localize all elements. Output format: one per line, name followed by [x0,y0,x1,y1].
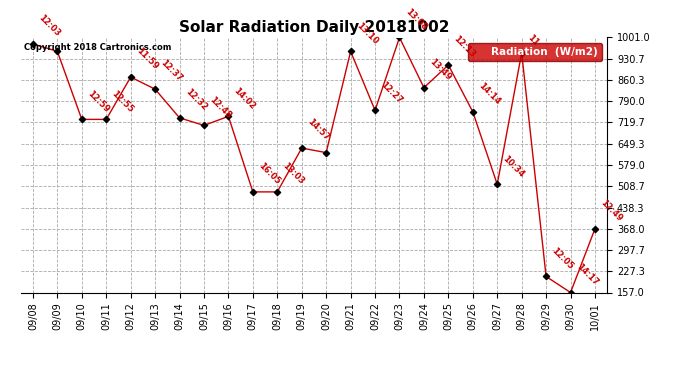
Text: Copyright 2018 Cartronics.com: Copyright 2018 Cartronics.com [23,43,171,52]
Point [247,189,258,195]
Text: 13:49: 13:49 [428,57,453,82]
Point [174,115,185,121]
Point [516,50,527,56]
Text: 14:14: 14:14 [477,81,502,106]
Point [77,116,88,122]
Point [443,62,454,68]
Point [492,182,503,188]
Text: 12:37: 12:37 [159,58,184,84]
Text: 12:03: 12:03 [37,13,62,38]
Point [223,113,234,119]
Text: 12:27: 12:27 [379,80,404,105]
Point [540,273,551,279]
Text: 14:02: 14:02 [232,86,257,111]
Point [52,48,63,54]
Text: 12:55: 12:55 [110,88,135,114]
Point [467,109,478,115]
Point [589,226,600,232]
Text: 12:49: 12:49 [599,198,624,223]
Point [296,145,307,151]
Text: 11:59: 11:59 [135,46,159,72]
Point [418,85,429,91]
Text: 10:34: 10:34 [501,154,526,179]
Title: Solar Radiation Daily 20181002: Solar Radiation Daily 20181002 [179,20,449,35]
Point [321,150,332,156]
Point [370,107,381,113]
Point [272,189,283,195]
Text: 14:57: 14:57 [306,117,331,142]
Text: 13:08: 13:08 [403,7,428,32]
Point [125,74,136,80]
Text: 13:10: 13:10 [354,21,380,46]
Text: 13:03: 13:03 [281,161,306,186]
Text: 12:32: 12:32 [184,87,208,112]
Text: 12:48: 12:48 [208,95,233,120]
Point [199,122,210,128]
Legend: Radiation  (W/m2): Radiation (W/m2) [468,43,602,61]
Point [565,290,576,296]
Text: 12:59: 12:59 [86,88,110,114]
Text: 14:17: 14:17 [574,262,600,287]
Point [28,41,39,47]
Point [150,86,161,92]
Text: 12:05: 12:05 [550,246,575,271]
Point [345,48,356,54]
Point [101,116,112,122]
Point [394,34,405,40]
Text: 12:13: 12:13 [452,34,477,60]
Text: 11: 11 [525,33,540,48]
Text: 16:05: 16:05 [257,161,282,186]
